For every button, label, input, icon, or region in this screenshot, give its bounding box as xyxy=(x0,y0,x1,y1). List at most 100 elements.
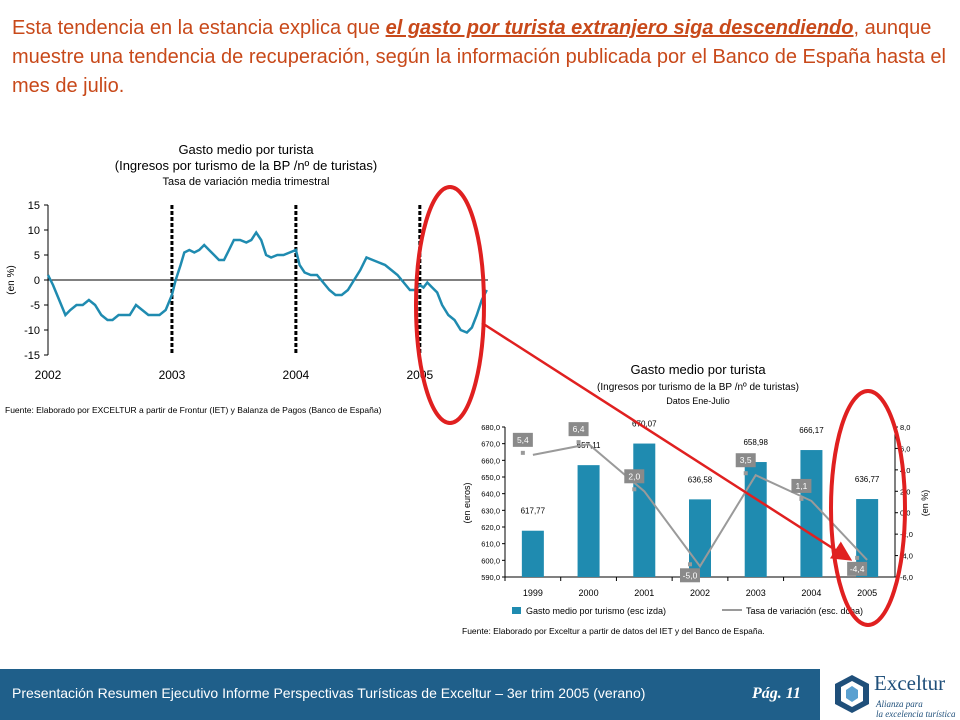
chart2-ytick-left-label: 610,0 xyxy=(481,540,500,549)
intro-text: Esta tendencia en la estancia explica qu… xyxy=(12,14,952,101)
quarterly-chart: Gasto medio por turista (Ingresos por tu… xyxy=(5,142,488,415)
chart1-subtitle2: Tasa de variación media trimestral xyxy=(163,176,330,188)
chart2-bar xyxy=(521,530,544,577)
chart2-legend-bar-label: Gasto medio por turismo (esc izda) xyxy=(526,606,666,616)
intro-part2: , aunque muestre una tendencia de recupe… xyxy=(12,17,946,97)
chart2-rate-label-box xyxy=(512,432,533,447)
chart1-ytick-label: -5 xyxy=(30,300,40,312)
chart2-xtick-label: 2001 xyxy=(634,588,654,598)
chart2-subtitle: (Ingresos por turismo de la BP /nº de tu… xyxy=(597,382,799,393)
chart2-rate-label: -4,4 xyxy=(850,564,865,574)
chart2-bar-label: 636,77 xyxy=(855,475,880,484)
chart2-ytick-right-label: 8,0 xyxy=(900,423,910,432)
chart2-ytick-left-label: 600,0 xyxy=(481,556,500,565)
chart2-rate-label-box xyxy=(791,478,812,493)
footer: Presentación Resumen Ejecutivo Informe P… xyxy=(0,669,960,720)
highlight-circle-2005-annual xyxy=(829,389,907,627)
chart1-xtick-label: 2003 xyxy=(159,368,186,382)
chart2-ytick-left-label: 670,0 xyxy=(481,440,500,449)
logo-name: Exceltur xyxy=(874,671,946,695)
intro-part1: Esta tendencia en la estancia explica qu… xyxy=(12,17,386,39)
chart2-rate-label: 5,4 xyxy=(517,435,529,445)
chart2-source: Fuente: Elaborado por Exceltur a partir … xyxy=(462,626,765,636)
chart2-ytick-left-label: 630,0 xyxy=(481,506,500,515)
footer-text: Presentación Resumen Ejecutivo Informe P… xyxy=(12,685,646,701)
chart1-ytick-label: 5 xyxy=(34,250,40,262)
chart2-xtick-label: 2005 xyxy=(857,588,877,598)
chart2-bar-label: 636,58 xyxy=(688,475,713,484)
chart2-rate-point xyxy=(520,450,525,455)
chart2-ytick-left-label: 680,0 xyxy=(481,423,500,432)
chart2-bar xyxy=(744,462,767,577)
chart1-xtick-label: 2002 xyxy=(35,368,62,382)
chart2-xtick-label: 2004 xyxy=(801,588,821,598)
chart-stage: Gasto medio por turista (Ingresos por tu… xyxy=(5,142,930,636)
chart2-rate-label: 1,1 xyxy=(796,481,808,491)
highlight-circle-2005-quarterly xyxy=(414,185,486,425)
chart1-ytick-label: 15 xyxy=(28,200,40,212)
chart2-ytick-left-label: 650,0 xyxy=(481,473,500,482)
chart2-bar-label: 657,11 xyxy=(577,441,601,450)
chart2-ylabel-right: (en %) xyxy=(920,490,930,517)
intro-emphasis: el gasto por turista extranjero siga des… xyxy=(385,17,854,39)
annual-chart: Gasto medio por turista (Ingresos por tu… xyxy=(462,362,930,636)
chart1-ytick-label: 10 xyxy=(28,225,40,237)
chart2-xtick-label: 2000 xyxy=(579,588,599,598)
chart2-bar-label: 617,77 xyxy=(521,507,546,516)
chart1-ytick-label: -15 xyxy=(24,350,40,362)
chart2-ytick-right-label: -2,0 xyxy=(900,530,913,539)
highlight-arrow xyxy=(481,321,853,561)
chart1-ytick-label: -10 xyxy=(24,325,40,337)
chart2-bar xyxy=(577,465,600,577)
chart2-rate-point xyxy=(743,471,748,476)
chart2-ylabel-left: (en euros) xyxy=(462,482,472,523)
chart2-xtick-label: 1999 xyxy=(523,588,543,598)
logo-tagline-1: Alianza para xyxy=(876,699,923,709)
chart2-bar xyxy=(633,443,656,577)
chart2-rate-point xyxy=(855,555,860,560)
chart2-legend-bar-swatch xyxy=(512,607,521,614)
chart2-ytick-right-label: 6,0 xyxy=(900,444,910,453)
logo-tagline-2: la excelencia turística xyxy=(876,709,956,719)
chart2-ytick-left-label: 640,0 xyxy=(481,490,500,499)
chart2-rate-point xyxy=(576,440,581,445)
chart2-rate-label-box xyxy=(847,561,868,576)
chart2-rate-label-box xyxy=(624,469,645,484)
chart2-ytick-left-label: 620,0 xyxy=(481,523,500,532)
chart2-rate-line xyxy=(532,443,868,569)
chart1-source: Fuente: Elaborado por EXCELTUR a partir … xyxy=(5,405,382,415)
chart2-xtick-label: 2003 xyxy=(746,588,766,598)
chart2-ytick-left-label: 590,0 xyxy=(481,573,500,582)
chart1-xtick-label: 2005 xyxy=(406,368,433,382)
chart2-ytick-right-label: -6,0 xyxy=(900,573,913,582)
chart2-rate-label: 2,0 xyxy=(628,471,640,481)
chart2-ytick-right-label: -4,0 xyxy=(900,552,913,561)
chart2-bar-label: 658,98 xyxy=(743,438,768,447)
chart2-bar xyxy=(856,499,879,577)
chart2-rate-point xyxy=(799,496,804,501)
chart1-xtick-label: 2004 xyxy=(283,368,310,382)
chart1-ylabel: (en %) xyxy=(6,265,17,294)
chart2-ytick-left-label: 660,0 xyxy=(481,456,500,465)
exceltur-logo: Exceltur Alianza para la excelencia turí… xyxy=(832,671,958,719)
chart2-bar xyxy=(800,450,823,577)
chart2-rate-point xyxy=(688,562,692,567)
chart1-series-line xyxy=(46,230,488,334)
chart2-rate-label: -5,0 xyxy=(683,570,698,580)
exceltur-cube-icon xyxy=(835,675,869,713)
chart2-legend-line-label: Tasa de variación (esc. dcha) xyxy=(746,606,863,616)
chart2-xtick-label: 2002 xyxy=(690,588,710,598)
chart2-bar-label: 666,17 xyxy=(799,426,824,435)
chart2-rate-label-box xyxy=(735,453,756,468)
chart1-subtitle: (Ingresos por turismo de la BP /nº de tu… xyxy=(115,158,377,173)
chart2-rate-label-box xyxy=(568,422,589,437)
footer-bar: Presentación Resumen Ejecutivo Informe P… xyxy=(0,669,820,720)
chart1-title: Gasto medio por turista xyxy=(178,142,314,157)
page-number: Pág. 11 xyxy=(752,685,801,702)
chart2-rate-point xyxy=(632,487,637,492)
chart2-title: Gasto medio por turista xyxy=(630,362,766,377)
chart1-ytick-label: 0 xyxy=(34,275,40,287)
chart2-rate-label: 6,4 xyxy=(573,424,585,434)
chart2-bar-label: 670,07 xyxy=(632,420,657,429)
chart2-rate-label-box xyxy=(680,568,700,583)
